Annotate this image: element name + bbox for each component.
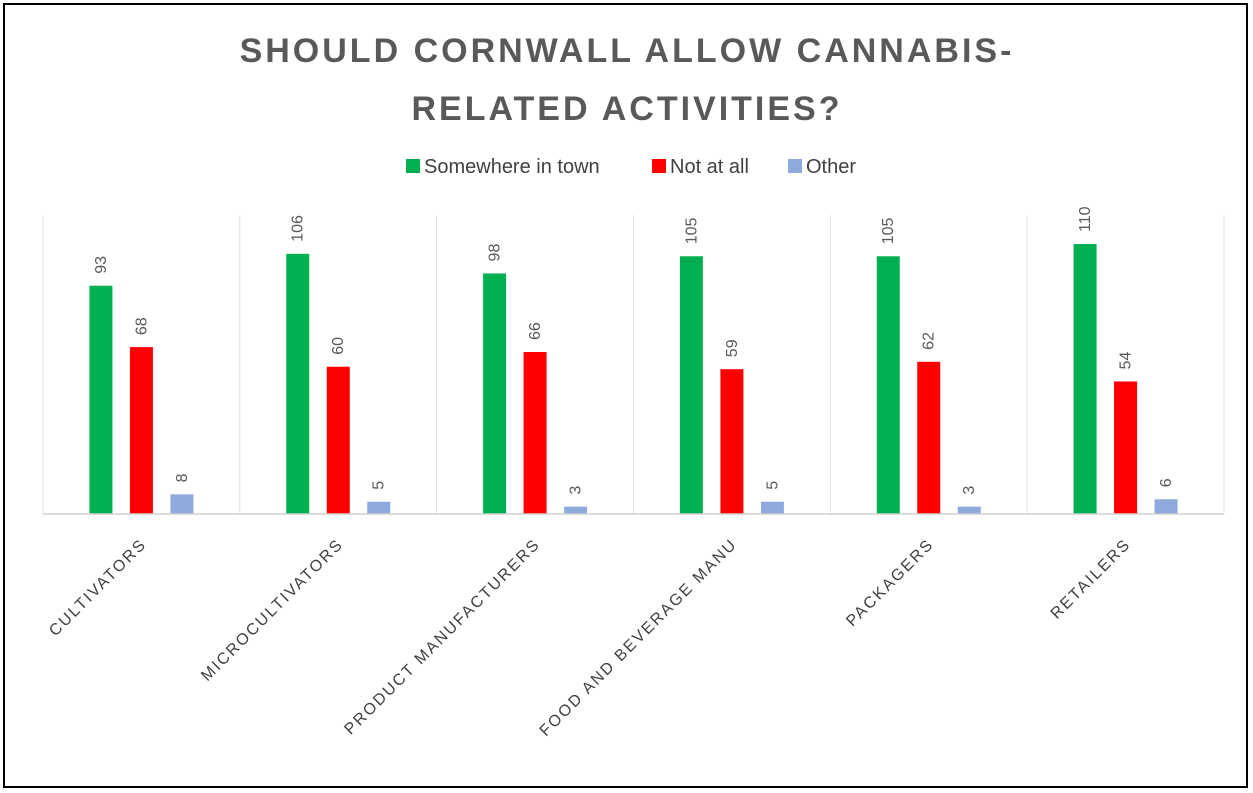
legend-label-2: Other [806,156,856,178]
data-label: 106 [290,215,307,242]
bar [679,256,703,514]
data-label: 59 [724,339,741,357]
bar [876,256,900,514]
bar [89,285,113,514]
chart-title-line-1: SHOULD CORNWALL ALLOW CANNABIS- [240,32,1015,70]
category-label: CULTIVATORS [46,536,150,640]
bar [170,494,194,514]
data-label: 8 [174,473,191,482]
legend-label-1: Not at all [670,156,749,178]
bar [564,506,588,514]
bar [483,273,507,514]
chart-frame [3,3,1248,788]
bar [917,361,941,514]
chart-title: SHOULD CORNWALL ALLOW CANNABIS- RELATED … [240,32,1015,128]
bar [286,253,310,514]
data-label: 3 [961,486,978,495]
data-label: 5 [371,481,388,490]
data-label: 110 [1077,206,1094,232]
legend-swatch-2 [788,159,802,173]
data-label: 62 [921,332,938,350]
data-labels-group: 93 68 8 106 60 5 98 66 3 105 59 5 105 62 3 110 54 6 [93,206,1175,494]
data-label: 68 [133,317,150,335]
data-label: 105 [683,217,700,244]
bar [760,501,784,514]
category-label: PACKAGERS [843,536,937,630]
data-label: 5 [764,481,781,490]
legend-swatch-0 [406,159,420,173]
category-label: MICROCULTIVATORS [198,536,347,685]
bar [129,347,153,514]
bar [1073,244,1097,514]
bar [957,506,981,514]
bar [326,366,350,514]
data-label: 93 [93,256,110,274]
bar [523,352,547,514]
bar [1154,499,1178,514]
category-label: PRODUCT MANUFACTURERS [341,536,543,738]
bar [720,369,744,514]
bars-group [89,244,1178,514]
data-label: 60 [330,337,347,355]
data-label: 105 [880,217,897,244]
data-label: 3 [568,486,585,495]
chart-legend: Somewhere in town Not at all Other [406,156,856,178]
data-label: 54 [1118,352,1135,370]
chart-title-line-2: RELATED ACTIVITIES? [412,90,843,128]
category-label: RETAILERS [1048,536,1135,623]
data-label: 66 [527,322,544,340]
category-label: FOOD AND BEVERAGE MANU [537,536,741,740]
bar [1114,381,1138,514]
bar [367,501,391,514]
legend-swatch-1 [652,159,666,173]
data-label: 6 [1158,478,1175,487]
legend-label-0: Somewhere in town [424,156,600,178]
category-dividers [42,215,1225,514]
data-label: 98 [487,244,504,262]
